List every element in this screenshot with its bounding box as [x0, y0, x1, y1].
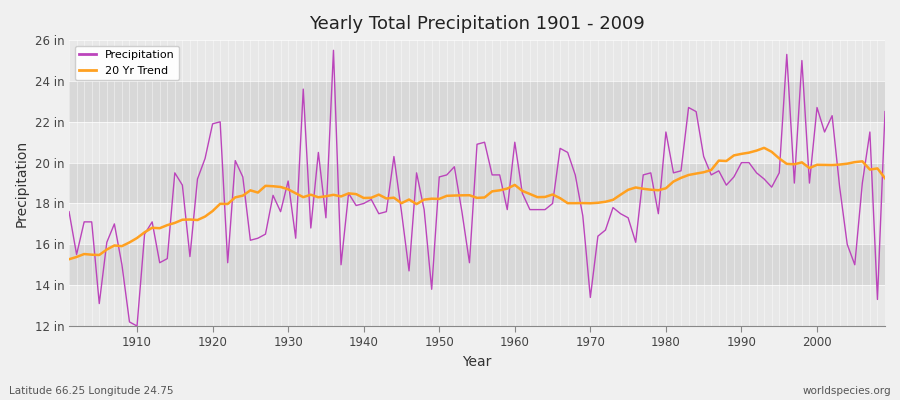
Precipitation: [525, 207, 535, 212]
Bar: [69, 81, 885, 122]
Bar: [69, 204, 885, 244]
Precipitation: [124, 320, 135, 324]
20 Yr Trend: [502, 186, 513, 191]
Title: Yearly Total Precipitation 1901 - 2009: Yearly Total Precipitation 1901 - 2009: [309, 15, 645, 33]
Line: Precipitation: Precipitation: [69, 50, 885, 326]
20 Yr Trend: [879, 176, 890, 181]
Bar: [69, 163, 885, 204]
20 Yr Trend: [759, 146, 769, 150]
Precipitation: [616, 211, 626, 216]
Precipitation: [351, 203, 362, 208]
20 Yr Trend: [64, 257, 75, 262]
20 Yr Trend: [600, 199, 611, 204]
Precipitation: [517, 191, 527, 196]
Y-axis label: Precipitation: Precipitation: [15, 140, 29, 227]
Precipitation: [328, 48, 339, 53]
Bar: [69, 40, 885, 81]
Precipitation: [64, 209, 75, 214]
Bar: [69, 122, 885, 163]
20 Yr Trend: [291, 191, 302, 196]
Text: Latitude 66.25 Longitude 24.75: Latitude 66.25 Longitude 24.75: [9, 386, 174, 396]
20 Yr Trend: [124, 240, 135, 245]
X-axis label: Year: Year: [463, 355, 491, 369]
Text: worldspecies.org: worldspecies.org: [803, 386, 891, 396]
Precipitation: [298, 87, 309, 92]
Bar: [69, 244, 885, 285]
Legend: Precipitation, 20 Yr Trend: Precipitation, 20 Yr Trend: [75, 46, 179, 80]
Bar: [69, 285, 885, 326]
Precipitation: [131, 324, 142, 328]
20 Yr Trend: [509, 182, 520, 187]
20 Yr Trend: [336, 194, 346, 199]
Line: 20 Yr Trend: 20 Yr Trend: [69, 148, 885, 259]
Precipitation: [879, 109, 890, 114]
